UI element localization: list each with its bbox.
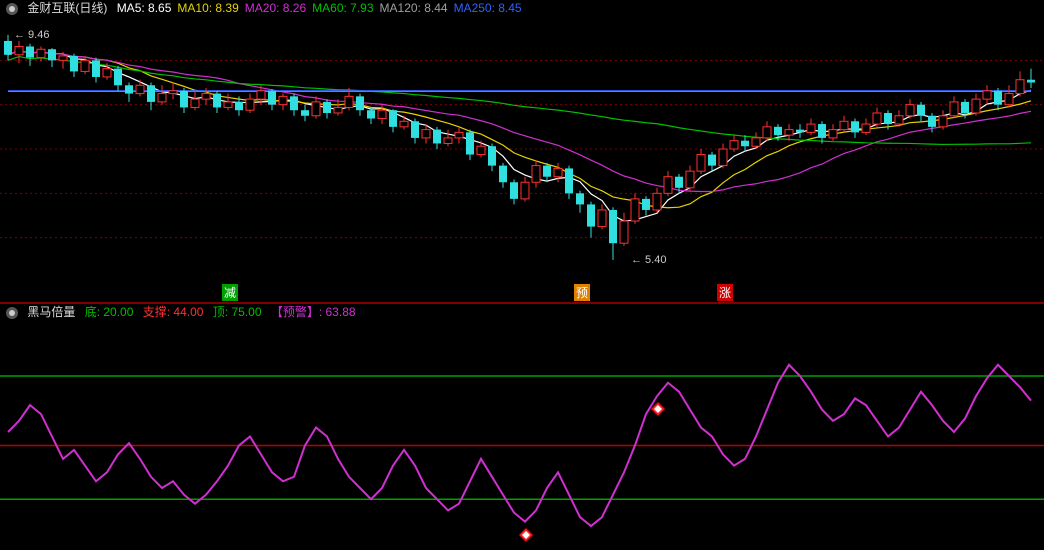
low-price-label: ← 5.40 (631, 254, 666, 266)
candlestick-chart[interactable] (0, 0, 1044, 302)
indicator-title: 黑马倍量 (27, 305, 75, 319)
ma-label: MA250: 8.45 (454, 1, 522, 15)
ma-label: MA5: 8.65 (117, 1, 172, 15)
indicator-chart[interactable] (0, 304, 1044, 550)
ma-label: MA20: 8.26 (245, 1, 306, 15)
event-tag[interactable]: 涨 (717, 284, 733, 301)
high-price-label: ← 9.46 (14, 29, 49, 41)
ma-label: MA10: 8.39 (177, 1, 238, 15)
price-header: 金财互联(日线) MA5: 8.65 MA10: 8.39 MA20: 8.26 MA… (6, 0, 534, 16)
indicator-label: 底: 20.00 (85, 305, 134, 319)
stock-chart-app: 金财互联(日线) MA5: 8.65 MA10: 8.39 MA20: 8.26 MA… (0, 0, 1044, 550)
price-panel[interactable]: 金财互联(日线) MA5: 8.65 MA10: 8.39 MA20: 8.26 MA… (0, 0, 1044, 302)
event-tag[interactable]: 预 (574, 284, 590, 301)
eye-icon[interactable] (6, 307, 18, 319)
eye-icon[interactable] (6, 3, 18, 15)
indicator-panel[interactable]: 黑马倍量 底: 20.00 支撑: 44.00 顶: 75.00 【预警】: 6… (0, 304, 1044, 550)
ma-label: MA120: 8.44 (380, 1, 448, 15)
indicator-label: 支撑: 44.00 (143, 305, 204, 319)
indicator-label: 顶: 75.00 (213, 305, 262, 319)
indicator-label: 【预警】: 63.88 (271, 305, 356, 319)
ma-label: MA60: 7.93 (312, 1, 373, 15)
stock-title: 金财互联(日线) (27, 1, 107, 15)
event-tag[interactable]: 减 (222, 284, 238, 301)
indicator-header: 黑马倍量 底: 20.00 支撑: 44.00 顶: 75.00 【预警】: 6… (6, 304, 368, 320)
